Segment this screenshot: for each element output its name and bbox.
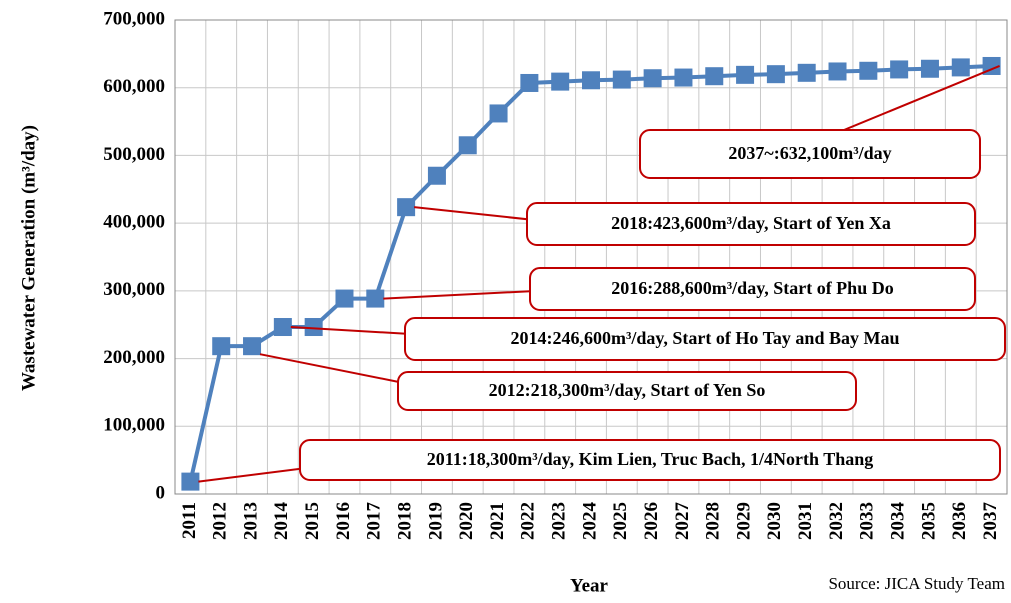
x-tick-label: 2026 <box>641 502 662 540</box>
x-tick-label: 2034 <box>888 502 909 541</box>
marker <box>212 337 231 356</box>
marker <box>705 67 724 86</box>
marker <box>458 136 477 155</box>
x-tick-label: 2022 <box>518 502 539 540</box>
callout-box <box>404 317 1006 361</box>
x-tick-label: 2024 <box>579 502 600 541</box>
marker <box>427 166 446 185</box>
x-tick-label: 2028 <box>703 502 724 540</box>
plot-border <box>174 19 1008 495</box>
x-tick-label: 2025 <box>610 502 631 540</box>
annotation: 2014:246,600m³/day, Start of Ho Tay and … <box>511 328 900 348</box>
marker <box>766 65 785 84</box>
y-tick-label: 400,000 <box>103 212 165 233</box>
marker <box>397 198 416 217</box>
callout-box <box>526 202 976 246</box>
y-tick-label: 200,000 <box>103 347 165 368</box>
marker <box>920 59 939 78</box>
marker <box>551 72 570 91</box>
x-tick-label: 2021 <box>487 502 508 540</box>
x-tick-label: 2032 <box>826 502 847 540</box>
marker <box>828 62 847 81</box>
y-axis-label: Wastewater Generation (m³/day) <box>18 125 39 391</box>
x-tick-label: 2011 <box>179 502 200 539</box>
marker <box>520 73 539 92</box>
annotation: 2016:288,600m³/day, Start of Phu Do <box>611 278 893 298</box>
marker <box>489 104 508 123</box>
x-tick-label: 2018 <box>394 502 415 540</box>
source: Source: JICA Study Team <box>828 574 1005 593</box>
marker <box>674 68 693 87</box>
y-tick-label: 300,000 <box>103 279 165 300</box>
callout-box <box>529 267 976 311</box>
x-tick-label: 2027 <box>672 502 693 541</box>
annotation: 2037~:632,100m³/day <box>728 143 891 163</box>
marker <box>335 289 354 308</box>
callout-box <box>639 129 981 179</box>
x-tick-label: 2035 <box>918 502 939 540</box>
marker <box>582 71 600 90</box>
annotation: 2011:18,300m³/day, Kim Lien, Truc Bach, … <box>427 449 873 469</box>
x-tick-label: 2029 <box>733 502 754 540</box>
marker <box>181 472 200 491</box>
x-tick-label: 2014 <box>271 502 292 541</box>
y-tick-label: 500,000 <box>103 144 165 165</box>
marker <box>612 70 631 89</box>
marker <box>951 58 970 77</box>
x-tick-label: 2033 <box>857 502 878 540</box>
annotation: 2012:218,300m³/day, Start of Yen So <box>489 380 766 400</box>
marker <box>304 318 323 337</box>
x-tick-label: 2015 <box>302 502 323 540</box>
marker <box>643 69 662 88</box>
callout-box <box>397 371 857 411</box>
x-tick-label: 2020 <box>456 502 477 540</box>
marker <box>797 63 816 82</box>
y-tick-label: 100,000 <box>103 415 165 436</box>
x-tick-label: 2036 <box>949 502 970 540</box>
callout-box <box>299 439 1001 481</box>
marker <box>736 65 755 84</box>
x-tick-label: 2023 <box>549 502 570 540</box>
x-tick-label: 2030 <box>764 502 785 540</box>
annotation: 2018:423,600m³/day, Start of Yen Xa <box>611 213 891 233</box>
x-tick-label: 2013 <box>240 502 261 540</box>
marker <box>273 318 292 337</box>
x-tick-label: 2019 <box>425 502 446 540</box>
y-tick-label: 700,000 <box>103 8 165 29</box>
x-axis-label: Year <box>570 575 609 596</box>
marker <box>890 60 909 79</box>
x-tick-label: 2012 <box>210 502 231 540</box>
y-tick-label: 0 <box>156 482 166 503</box>
marker <box>243 337 262 356</box>
y-tick-label: 600,000 <box>103 76 165 97</box>
callout-leader <box>843 65 1000 131</box>
marker <box>859 61 878 80</box>
x-tick-label: 2016 <box>333 502 354 540</box>
marker <box>366 289 385 308</box>
x-tick-label: 2017 <box>364 502 385 541</box>
x-tick-label: 2031 <box>795 502 816 540</box>
x-tick-label: 2037 <box>980 501 1001 540</box>
